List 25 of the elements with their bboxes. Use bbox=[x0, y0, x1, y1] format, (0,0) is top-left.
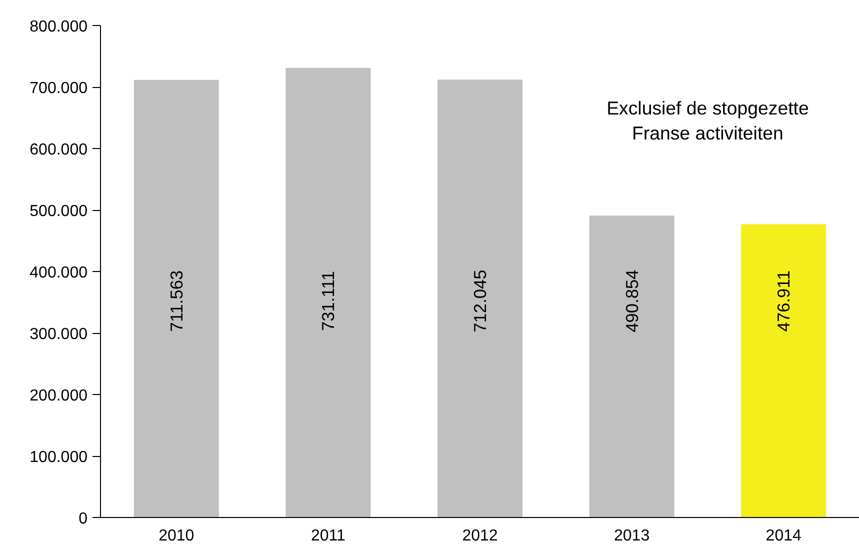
data-label: 712.045 bbox=[470, 270, 490, 332]
bar bbox=[134, 80, 219, 518]
bar bbox=[286, 68, 371, 518]
y-tick-label: 500.000 bbox=[30, 203, 88, 220]
data-label: 731.111 bbox=[318, 270, 338, 332]
data-label: 476.911 bbox=[774, 270, 794, 332]
x-tick-label: 2010 bbox=[158, 528, 194, 544]
data-label: 711.563 bbox=[166, 270, 186, 332]
x-tick-label: 2013 bbox=[614, 528, 650, 544]
y-tick-label: 100.000 bbox=[30, 449, 88, 466]
y-tick-label: 800.000 bbox=[30, 18, 88, 36]
y-tick-label: 700.000 bbox=[30, 80, 88, 97]
annotation: Exclusief de stopgezette Franse activiteiten bbox=[606, 97, 809, 144]
bar bbox=[437, 80, 523, 518]
bar bbox=[589, 216, 674, 518]
x-tick-label: 2012 bbox=[462, 528, 498, 544]
y-tick-label: 0 bbox=[78, 510, 88, 528]
y-tick-label: 600.000 bbox=[30, 142, 88, 158]
data-label: 490.854 bbox=[622, 269, 642, 332]
y-tick-label: 400.000 bbox=[30, 264, 88, 282]
bar bbox=[741, 224, 826, 518]
x-tick-label: 2011 bbox=[310, 528, 346, 544]
x-tick-label: 2014 bbox=[766, 528, 802, 544]
y-tick-label: 300.000 bbox=[30, 326, 88, 343]
y-tick-label: 200.000 bbox=[30, 388, 88, 404]
